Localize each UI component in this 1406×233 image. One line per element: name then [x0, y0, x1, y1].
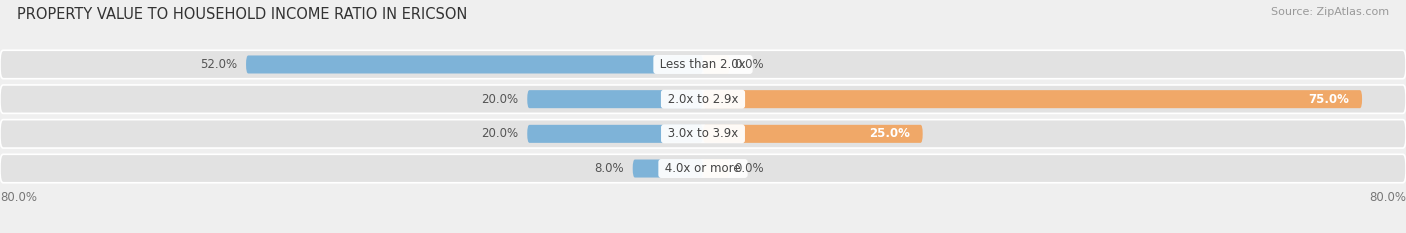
Text: 75.0%: 75.0%	[1308, 93, 1348, 106]
Text: Source: ZipAtlas.com: Source: ZipAtlas.com	[1271, 7, 1389, 17]
FancyBboxPatch shape	[703, 125, 922, 143]
Text: 80.0%: 80.0%	[0, 191, 37, 204]
Text: PROPERTY VALUE TO HOUSEHOLD INCOME RATIO IN ERICSON: PROPERTY VALUE TO HOUSEHOLD INCOME RATIO…	[17, 7, 467, 22]
FancyBboxPatch shape	[703, 90, 1362, 108]
FancyBboxPatch shape	[527, 90, 703, 108]
FancyBboxPatch shape	[246, 55, 703, 73]
FancyBboxPatch shape	[0, 50, 1406, 79]
Text: 0.0%: 0.0%	[734, 58, 763, 71]
Text: 80.0%: 80.0%	[1369, 191, 1406, 204]
Text: 8.0%: 8.0%	[595, 162, 624, 175]
FancyBboxPatch shape	[0, 85, 1406, 113]
Text: 20.0%: 20.0%	[481, 93, 519, 106]
FancyBboxPatch shape	[703, 55, 730, 73]
Text: 52.0%: 52.0%	[200, 58, 238, 71]
Text: 2.0x to 2.9x: 2.0x to 2.9x	[664, 93, 742, 106]
Text: 25.0%: 25.0%	[869, 127, 910, 140]
Text: Less than 2.0x: Less than 2.0x	[657, 58, 749, 71]
FancyBboxPatch shape	[633, 160, 703, 178]
Text: 4.0x or more: 4.0x or more	[661, 162, 745, 175]
Text: 3.0x to 3.9x: 3.0x to 3.9x	[664, 127, 742, 140]
Text: 20.0%: 20.0%	[481, 127, 519, 140]
FancyBboxPatch shape	[527, 125, 703, 143]
Text: 0.0%: 0.0%	[734, 162, 763, 175]
FancyBboxPatch shape	[0, 120, 1406, 148]
FancyBboxPatch shape	[0, 154, 1406, 183]
FancyBboxPatch shape	[703, 160, 730, 178]
